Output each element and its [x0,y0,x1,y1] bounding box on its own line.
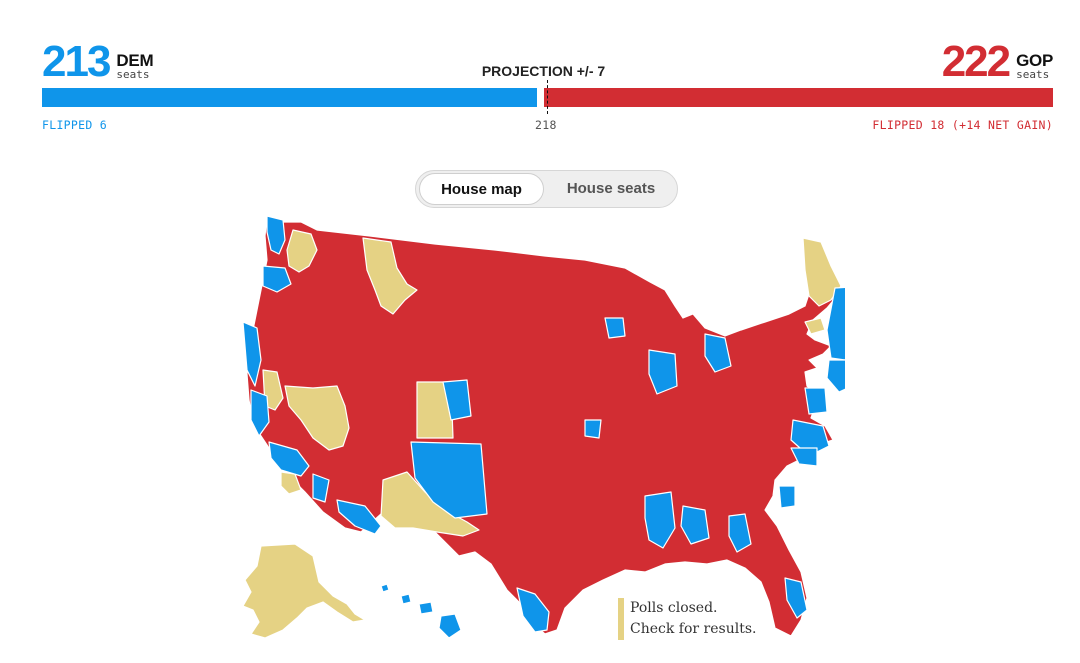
legend-line-1: Polls closed. [630,600,718,616]
seat-bar [42,88,1053,107]
pending-region-nevada [284,385,350,451]
dem-region-minneapolis [604,317,626,339]
dem-label-group: DEM seats [116,52,153,80]
uncalled-bar-segment [537,88,544,107]
map-legend: Polls closed. Check for results. [618,598,756,640]
pending-region-ny-upstate [804,317,826,335]
gop-bar-segment [543,88,1053,107]
tab-house-seats[interactable]: House seats [566,180,656,197]
dem-region-virginia [790,419,830,457]
hawaii-islands [380,583,462,639]
dem-region-seattle [266,215,286,255]
pending-region-maine [802,237,842,307]
pending-region-arizona [380,471,480,537]
gop-seat-count: 222 GOP seats [941,37,1054,86]
pending-region-colorado [416,381,454,439]
pending-region-alaska [242,543,366,639]
legend-line-2: Check for results. [630,621,757,637]
gop-label-group: GOP seats [1016,52,1053,80]
gop-seat-number: 222 [941,37,1011,86]
pending-region-washington [286,229,318,273]
dem-region-nyc [826,359,845,393]
pending-region-idaho [362,237,418,315]
dem-region-florida [784,577,808,619]
dem-region-louisiana [680,505,710,545]
dem-unit-label: seats [116,68,150,81]
dem-region-michigan [704,333,732,373]
dem-region-san-diego [312,473,330,503]
dem-region-portland [262,265,292,293]
dem-region-texas-east [644,491,676,549]
dem-region-georgia [778,485,796,509]
dem-region-los-angeles [268,441,310,477]
majority-label: 218 [535,118,557,132]
gop-unit-label: seats [1016,68,1050,81]
dem-region-new-mexico [410,441,488,519]
dem-region-chicago [648,349,678,395]
dem-region-denver [442,379,472,421]
gop-flipped-label: FLIPPED 18 (+14 NET GAIN) [872,118,1053,132]
dem-bar-segment [42,88,538,107]
view-toggle: House map House seats [415,170,678,208]
projection-label: PROJECTION +/- 7 [481,63,606,79]
dem-region-arizona-south [336,499,382,535]
dem-region-maryland [804,387,828,415]
tab-house-map[interactable]: House map [419,173,544,205]
dem-seat-number: 213 [42,37,111,86]
dem-region-ca-coast [242,321,262,387]
dem-region-texas-south [516,587,550,633]
gop-party-label: GOP [1016,51,1053,70]
dem-region-bay-area [250,389,270,437]
house-district-map[interactable] [205,210,845,650]
dem-region-alabama [728,513,752,553]
dem-region-kansas-city [584,419,602,439]
dem-flipped-label: FLIPPED 6 [42,118,108,132]
majority-marker [547,80,548,114]
dem-region-northeast [826,286,845,361]
dem-party-label: DEM [116,51,154,70]
dem-region-nc-triangle [790,447,818,467]
dem-seat-count: 213 DEM seats [42,37,154,86]
